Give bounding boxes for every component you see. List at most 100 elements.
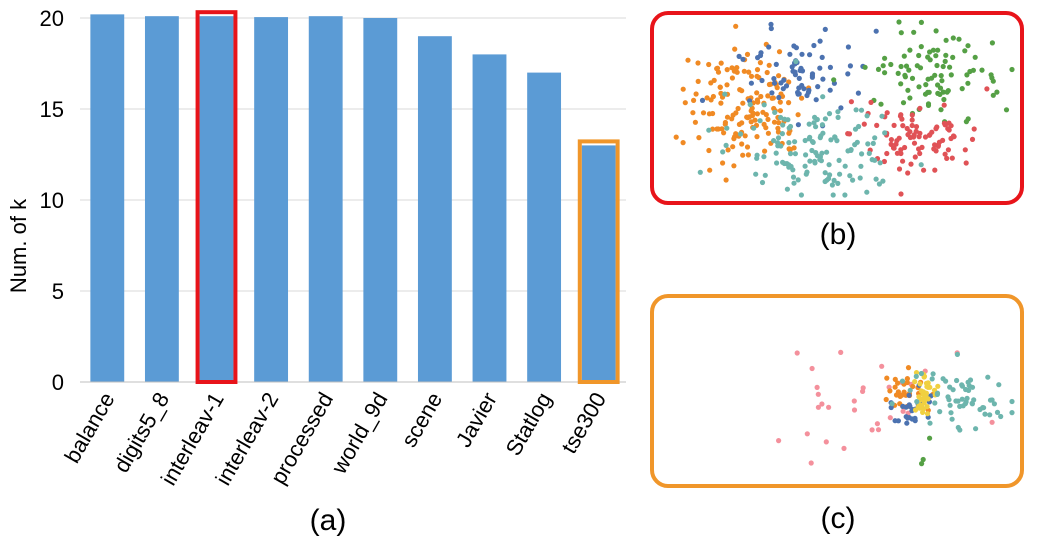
- scatter-point: [942, 58, 948, 64]
- scatter-point: [921, 167, 927, 173]
- scatter-point: [692, 119, 699, 125]
- scatter-point: [911, 140, 918, 146]
- scatter-point: [685, 57, 691, 63]
- scatter-point: [982, 411, 988, 417]
- scatter-point: [795, 177, 801, 183]
- scatter-point: [937, 91, 943, 97]
- scatter-point: [934, 62, 940, 69]
- scatter-point: [812, 158, 818, 164]
- scatter-point: [722, 91, 728, 97]
- scatter-point: [904, 379, 910, 386]
- scatter-point: [822, 116, 829, 122]
- scatter-point: [718, 100, 724, 106]
- scatter-point: [875, 427, 882, 433]
- scatter-point: [950, 35, 956, 41]
- bar-interleav-2: [254, 17, 289, 383]
- scatter-point: [718, 90, 724, 96]
- scatter-point: [707, 167, 713, 173]
- scatter-point: [811, 120, 817, 126]
- scatter-point: [898, 112, 904, 118]
- highlight-boxes: [195, 10, 620, 385]
- highlight-box-tse300: [577, 139, 620, 384]
- scatter-point: [878, 101, 884, 107]
- scatter-point: [855, 90, 862, 96]
- scatter-point: [940, 137, 946, 143]
- scatter-point: [893, 141, 899, 147]
- scatter-point: [989, 75, 995, 81]
- scatter-point: [851, 398, 857, 404]
- scatter-point: [754, 67, 761, 73]
- scatter-point: [724, 114, 731, 120]
- scatter-point: [923, 82, 929, 88]
- scatter-point: [853, 107, 859, 113]
- scatter-point: [884, 110, 890, 116]
- scatter-point: [820, 94, 826, 100]
- scatter-point: [748, 108, 754, 114]
- scatter-point: [780, 122, 786, 128]
- scatter-point: [910, 383, 916, 390]
- scatter-point: [945, 147, 952, 153]
- scatter-point: [962, 48, 968, 54]
- scatter-point: [927, 435, 933, 441]
- scatter-point: [892, 376, 898, 382]
- scatter-point: [761, 154, 767, 160]
- scatter-point: [775, 125, 781, 131]
- scatter-point: [1009, 398, 1015, 405]
- scatter-point: [904, 420, 910, 426]
- scatter-point: [798, 192, 805, 198]
- scatter-point: [754, 97, 761, 103]
- scatter-point: [889, 401, 895, 407]
- scatter-point: [918, 19, 925, 25]
- scatter-point: [740, 56, 746, 62]
- scatter-point: [930, 371, 936, 377]
- scatter-point: [786, 79, 792, 85]
- scatter-point: [959, 396, 965, 402]
- scatter-point: [787, 146, 793, 152]
- scatter-point: [814, 384, 820, 390]
- scatter-point: [744, 51, 751, 58]
- scatter-point: [1009, 66, 1015, 73]
- scatter-point: [812, 114, 818, 120]
- scatter-point: [759, 77, 765, 84]
- scatter-point: [780, 86, 786, 92]
- y-tick-label: 20: [40, 6, 64, 31]
- scatter-point: [778, 80, 784, 86]
- scatter-point: [906, 415, 912, 421]
- scatter-point: [786, 140, 792, 146]
- scatter-point: [817, 157, 823, 163]
- scatter-point: [895, 70, 901, 76]
- scatter-point: [854, 139, 860, 145]
- scatter-point: [874, 122, 880, 128]
- scatter-point: [774, 85, 780, 91]
- scatter-point: [765, 93, 771, 99]
- scatter-point: [962, 147, 968, 153]
- scatter-point: [918, 162, 924, 168]
- scatter-point: [755, 55, 761, 61]
- scatter-point: [1003, 107, 1010, 113]
- scatter-point: [836, 157, 842, 163]
- scatter-point: [805, 89, 812, 95]
- scatter-point: [896, 135, 902, 141]
- scatter-point: [949, 416, 955, 422]
- scatter-point: [946, 120, 952, 126]
- panel-label-b: (b): [820, 218, 857, 251]
- x-tick-label: balance: [59, 388, 119, 467]
- scatter-point: [877, 160, 883, 166]
- scatter-point: [847, 63, 854, 69]
- scatter-point: [900, 158, 906, 164]
- scatter-point: [917, 105, 923, 111]
- scatter-point: [903, 63, 910, 69]
- bar-processed: [308, 16, 343, 383]
- scatter-point: [950, 54, 956, 61]
- scatter-point: [737, 131, 744, 137]
- scatter-point: [766, 62, 772, 68]
- scatter-point: [898, 63, 904, 70]
- scatter-point: [965, 116, 971, 122]
- scatter-point: [741, 68, 747, 74]
- scatter-point: [748, 73, 755, 79]
- panel-label-c: (c): [821, 502, 856, 535]
- scatter-point: [883, 396, 889, 403]
- scatter-point: [921, 374, 927, 380]
- scatter-point: [739, 88, 745, 94]
- scatter-point: [762, 148, 768, 154]
